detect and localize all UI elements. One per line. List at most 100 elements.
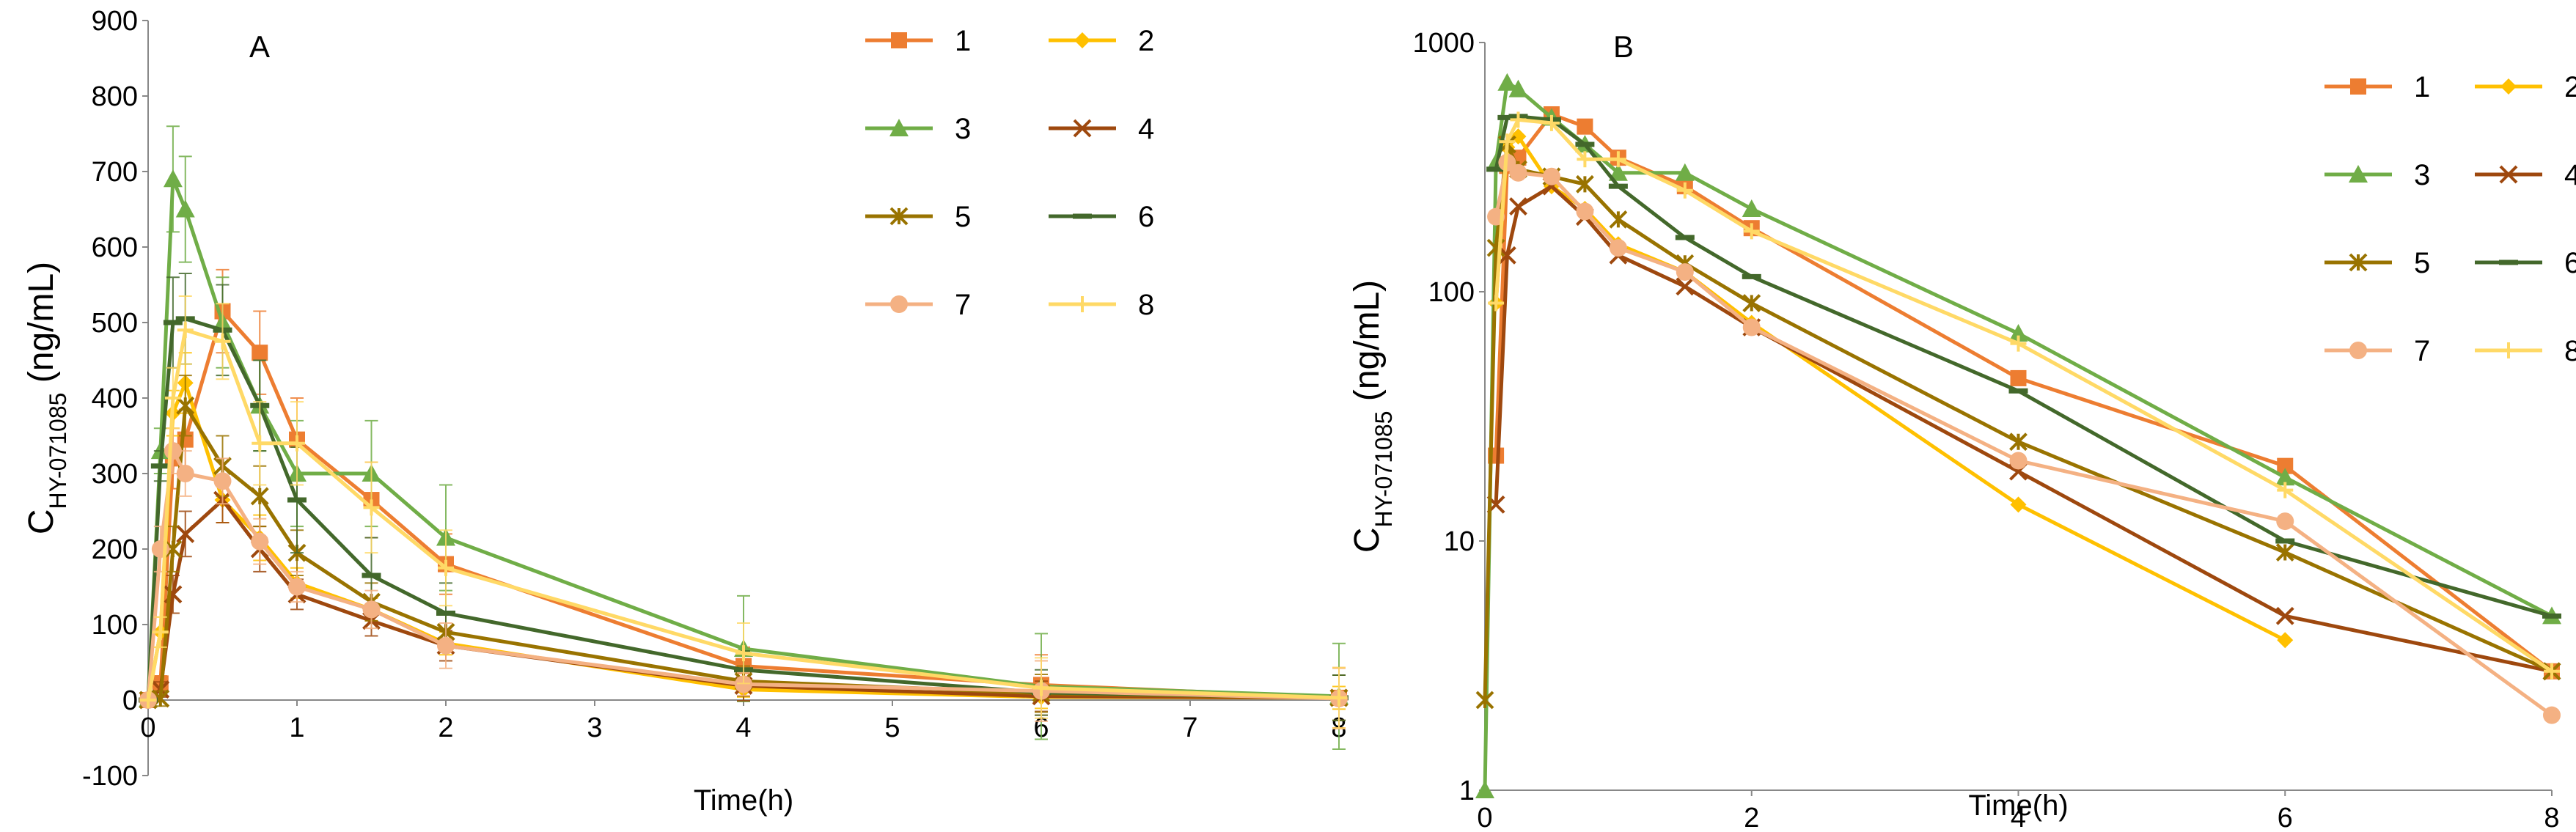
legend-entry-8: 8 — [1049, 289, 1154, 321]
legend-label-4: 4 — [2564, 159, 2576, 191]
data-point-4 — [1497, 246, 1516, 265]
legend-entry-2: 2 — [1049, 25, 1154, 57]
legend-entry-3: 3 — [865, 113, 971, 145]
y-tick-label: 600 — [92, 232, 138, 263]
series-line-1 — [146, 309, 1340, 702]
series-line-5 — [147, 403, 1340, 702]
legend-label-2: 2 — [2564, 71, 2576, 103]
legend-marker-2 — [2500, 78, 2517, 95]
y-axis-title: CHY-071085 (ng/mL) — [22, 262, 71, 534]
data-point-8 — [140, 692, 156, 708]
x-tick-label: 2 — [1744, 803, 1759, 832]
data-point-7 — [2276, 512, 2294, 531]
data-point-5 — [1742, 294, 1761, 312]
legend-label-3: 3 — [955, 113, 971, 145]
data-point-4 — [2275, 606, 2294, 625]
legend-entry-6: 6 — [1049, 201, 1154, 233]
series-8 — [1488, 111, 2560, 680]
data-point-8 — [152, 624, 169, 641]
legend-marker-1 — [891, 32, 907, 48]
data-point-4 — [176, 524, 195, 543]
data-point-3 — [1742, 199, 1761, 217]
series-line-6 — [146, 317, 1340, 701]
data-point-8 — [363, 499, 380, 516]
legend-entry-1: 1 — [2324, 71, 2430, 103]
legend-label-1: 1 — [2414, 71, 2430, 103]
data-point-7 — [2543, 706, 2561, 724]
data-point-7 — [735, 675, 752, 693]
data-point-4 — [1509, 197, 1527, 216]
data-point-4 — [1676, 277, 1695, 296]
data-point-7 — [1609, 239, 1627, 257]
y-tick-label: 0 — [122, 685, 138, 716]
x-tick-label: 4 — [735, 713, 751, 743]
data-point-8 — [1510, 111, 1527, 128]
series-line-6 — [1494, 114, 2553, 618]
data-point-1 — [2277, 457, 2294, 474]
data-point-8 — [2544, 663, 2560, 680]
legend-entry-5: 5 — [2324, 247, 2430, 279]
legend-label-1: 1 — [955, 25, 971, 57]
y-tick-label: 900 — [92, 6, 138, 37]
y-tick-label: -100 — [82, 761, 138, 792]
data-point-8 — [1488, 295, 1505, 312]
data-point-7 — [288, 578, 306, 596]
data-point-1 — [2010, 369, 2027, 386]
y-axis-title-main: C — [22, 509, 61, 535]
legend-entry-4: 4 — [1049, 113, 1154, 145]
legend-entry-7: 7 — [865, 289, 971, 321]
legend-label-6: 6 — [1138, 201, 1154, 233]
y-tick-label: 100 — [1428, 277, 1475, 308]
data-point-7 — [164, 442, 182, 460]
panel-label: B — [1613, 29, 1634, 64]
data-point-5 — [1575, 174, 1594, 194]
data-point-8 — [289, 435, 305, 452]
y-axis-title-unit: (ng/mL) — [1348, 280, 1387, 411]
legend-entry-4: 4 — [2475, 159, 2576, 191]
series-line-2 — [1494, 134, 2286, 642]
data-point-2 — [2277, 632, 2294, 649]
legend-marker-5 — [889, 207, 909, 226]
data-point-8 — [1743, 223, 1760, 240]
legend-marker-1 — [2350, 78, 2366, 95]
x-tick-label: 4 — [2011, 803, 2026, 832]
data-point-5 — [1475, 691, 1494, 710]
x-axis-title: Time(h) — [1968, 789, 2068, 822]
data-point-7 — [1742, 318, 1761, 336]
data-point-8 — [1577, 151, 1593, 168]
series-2 — [1488, 128, 2294, 649]
data-point-3 — [2275, 468, 2295, 486]
data-point-3 — [2008, 323, 2028, 342]
legend-marker-4 — [1073, 119, 1092, 138]
y-axis-title-subscript: HY-071085 — [1370, 411, 1397, 528]
data-point-7 — [176, 465, 194, 482]
series-line-8 — [146, 328, 1340, 701]
data-point-8 — [214, 333, 231, 350]
legend-marker-5 — [2349, 253, 2368, 272]
panel-label: A — [249, 29, 270, 64]
data-point-1 — [252, 345, 268, 361]
series-7 — [1487, 153, 2561, 724]
chart-panel-b: 1 10 100 1000 0 2 4 6 8 Time(h) CHY-071085 (ng/mL)… — [1348, 28, 2576, 832]
data-point-7 — [362, 600, 381, 619]
data-point-7 — [1509, 163, 1527, 182]
x-tick-label: 7 — [1182, 713, 1197, 743]
data-point-7 — [1576, 202, 1594, 221]
y-axis-title: CHY-071085 (ng/mL) — [1348, 280, 1397, 553]
y-tick-label: 100 — [92, 610, 138, 641]
y-tick-label: 10 — [1444, 526, 1475, 557]
data-point-8 — [252, 435, 268, 452]
data-point-8 — [1331, 689, 1347, 706]
series-line-5 — [1483, 142, 2553, 701]
series-5 — [1475, 135, 2561, 710]
data-point-8 — [438, 559, 454, 576]
y-tick-label: 400 — [92, 383, 138, 414]
data-point-7 — [2009, 452, 2028, 470]
y-tick-label: 700 — [92, 157, 138, 188]
legend-entry-8: 8 — [2475, 335, 2576, 367]
legend-marker-4 — [2499, 165, 2518, 184]
data-point-1 — [1577, 118, 1593, 135]
x-tick-label: 0 — [1477, 803, 1492, 832]
